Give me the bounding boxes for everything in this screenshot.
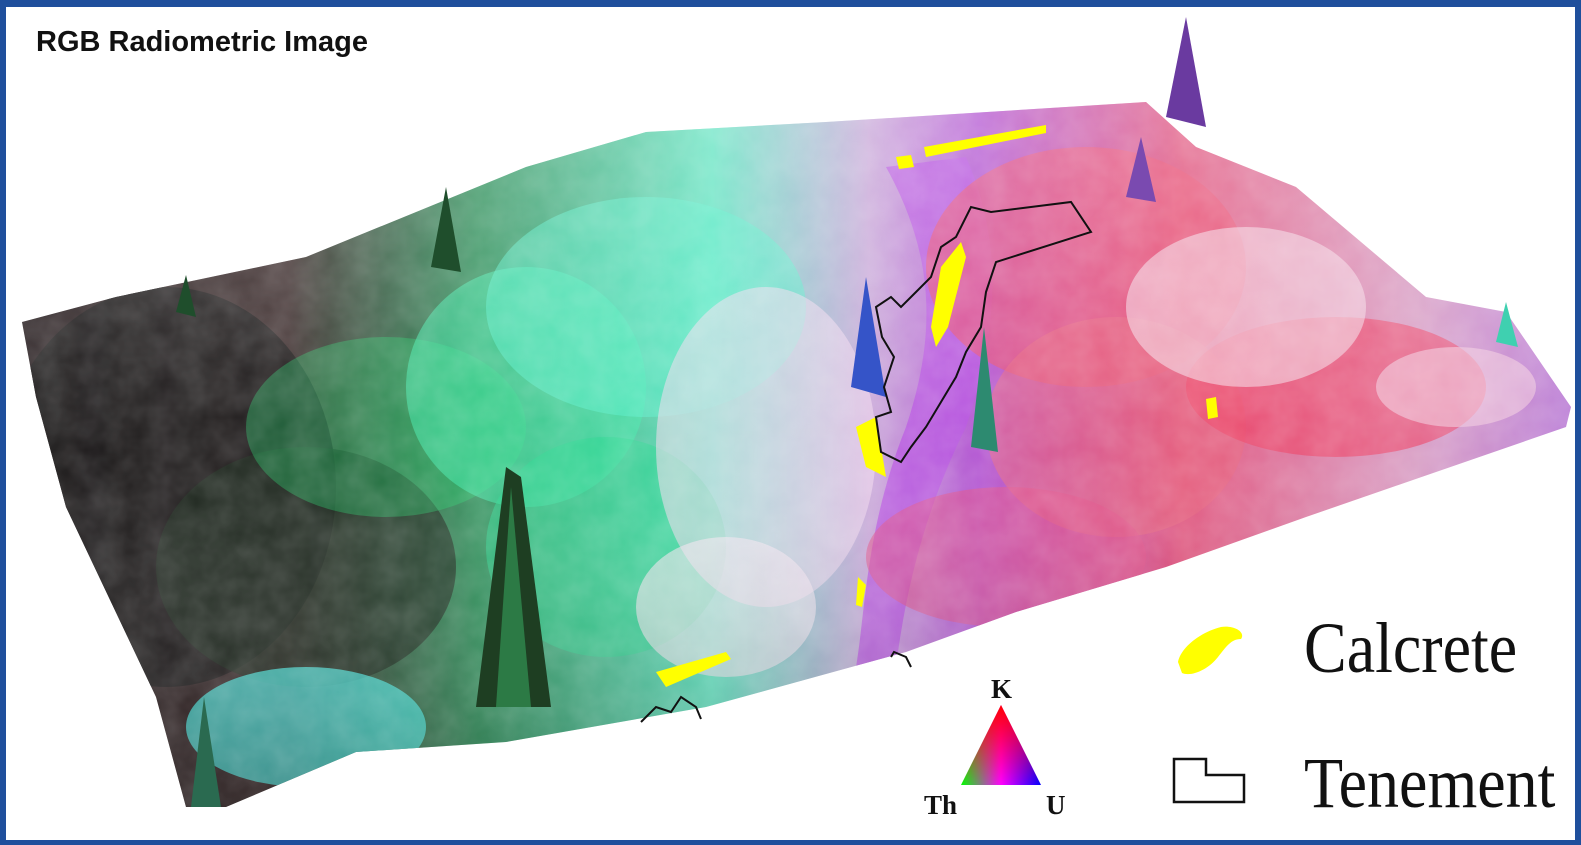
ternary-top-label: K [991,674,1013,704]
terrain-surface [22,102,1571,807]
ternary-right-label: U [1046,790,1066,820]
ternary-left-label: Th [924,790,958,820]
terrain-peaks [176,17,1518,807]
image-panel: RGB Radiometric Image K Th U Calcrete Te… [6,7,1575,840]
tenement-boundary [640,200,1093,723]
radiometric-terrain-map [22,17,1571,807]
calcrete-swatch [1178,626,1243,675]
ternary-color-triangle [961,705,1041,785]
page-title: RGB Radiometric Image [36,26,368,58]
legend-calcrete-label: Calcrete [1304,608,1518,688]
tenement-swatch [1172,757,1246,804]
legend-tenement-label: Tenement [1304,743,1556,823]
calcrete-areas [656,125,1218,687]
